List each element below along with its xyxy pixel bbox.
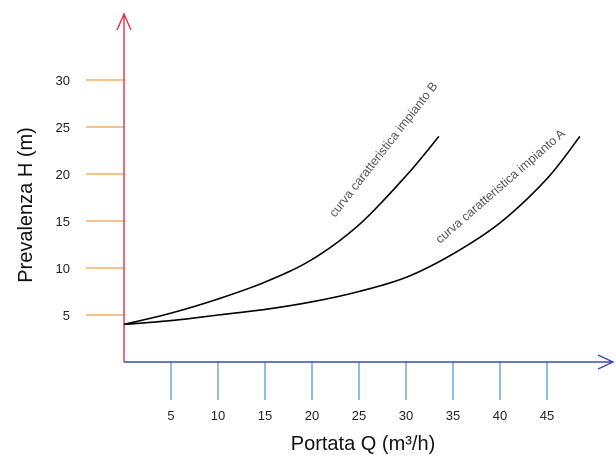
x-tick-label: 15 [258, 408, 272, 423]
x-tick-label: 45 [540, 408, 554, 423]
series-label-b: curva caratteristica impianto B [326, 79, 440, 220]
x-tick-label: 25 [352, 408, 366, 423]
x-tick-label: 5 [167, 408, 174, 423]
y-tick-label: 20 [56, 167, 70, 182]
x-tick-label: 30 [399, 408, 413, 423]
y-ticks: 5 10 15 20 25 30 [56, 73, 124, 323]
y-tick-label: 10 [56, 261, 70, 276]
y-axis-title: Prevalenza H (m) [15, 127, 37, 283]
y-tick-label: 25 [56, 120, 70, 135]
series-line-a [123, 135, 581, 326]
y-axis-arrowhead [116, 12, 132, 31]
x-tick-label: 10 [211, 408, 225, 423]
y-tick-label: 30 [56, 73, 70, 88]
x-axis-title: Portata Q (m³/h) [291, 433, 435, 455]
x-axis-arrowhead [597, 354, 615, 370]
x-tick-label: 35 [446, 408, 460, 423]
y-tick-label: 15 [56, 214, 70, 229]
y-tick-label: 5 [63, 308, 70, 323]
x-tick-label: 20 [305, 408, 319, 423]
series-label-a: curva caratteristica impianto A [433, 126, 569, 246]
series-line-b [123, 135, 440, 326]
series-group [123, 135, 581, 326]
x-tick-label: 40 [493, 408, 507, 423]
x-ticks: 5 10 15 20 25 30 35 40 45 [167, 362, 554, 423]
